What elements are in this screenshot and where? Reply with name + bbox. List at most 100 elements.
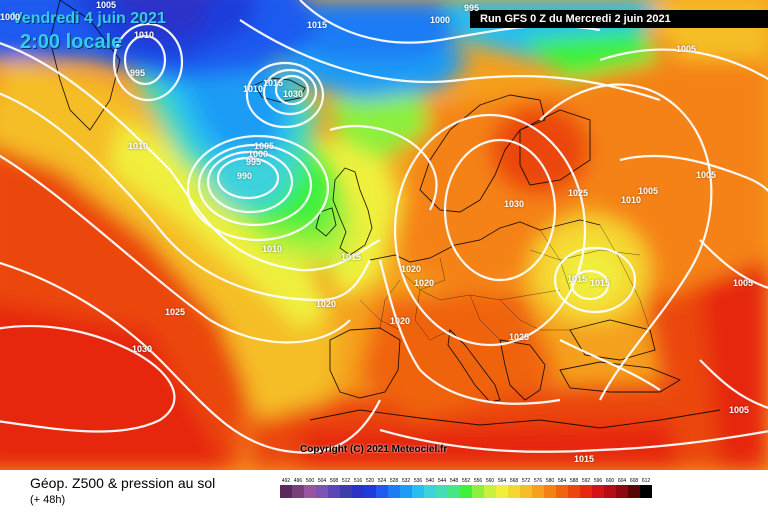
scale-label: 592 <box>581 478 591 484</box>
scale-swatch <box>532 485 544 498</box>
scale-swatch <box>544 485 556 498</box>
scale-label: 512 <box>341 478 351 484</box>
scale-label: 508 <box>329 478 339 484</box>
scale-label: 540 <box>425 478 435 484</box>
forecast-lead-time: (+ 48h) <box>30 494 66 506</box>
scale-swatch <box>592 485 604 498</box>
scale-label: 548 <box>449 478 459 484</box>
scale-step: 604 <box>616 478 628 498</box>
scale-label: 560 <box>485 478 495 484</box>
legend-footer: Géop. Z500 & pression au sol (+ 48h) 492… <box>0 470 768 512</box>
scale-label: 492 <box>281 478 291 484</box>
scale-step: 520 <box>364 478 376 498</box>
scale-step: 588 <box>568 478 580 498</box>
scale-step: 504 <box>316 478 328 498</box>
isobar-label: 1010 <box>621 195 642 205</box>
scale-step: 540 <box>424 478 436 498</box>
scale-swatch <box>448 485 460 498</box>
scale-swatch <box>508 485 520 498</box>
scale-step: 536 <box>412 478 424 498</box>
scale-step: 612 <box>640 478 652 498</box>
isobar-label: 1005 <box>696 170 717 180</box>
scale-swatch <box>568 485 580 498</box>
scale-swatch <box>604 485 616 498</box>
scale-label: 596 <box>593 478 603 484</box>
scale-swatch <box>400 485 412 498</box>
scale-swatch <box>352 485 364 498</box>
scale-swatch <box>472 485 484 498</box>
scale-step: 512 <box>340 478 352 498</box>
scale-label: 516 <box>353 478 363 484</box>
isobar-label: 1015 <box>263 78 284 88</box>
scale-label: 536 <box>413 478 423 484</box>
isobar-label: 1010 <box>262 244 283 254</box>
scale-swatch <box>340 485 352 498</box>
map-title: Géop. Z500 & pression au sol <box>30 475 216 491</box>
scale-step: 592 <box>580 478 592 498</box>
scale-label: 532 <box>401 478 411 484</box>
isobar-label: 1025 <box>165 307 186 317</box>
scale-step: 552 <box>460 478 472 498</box>
weather-map: Vendredi 4 juin 2021 2:00 locale Run GFS… <box>0 0 768 470</box>
scale-label: 600 <box>605 478 615 484</box>
scale-swatch <box>280 485 292 498</box>
scale-step: 492 <box>280 478 292 498</box>
scale-step: 608 <box>628 478 640 498</box>
scale-swatch <box>436 485 448 498</box>
scale-step: 568 <box>508 478 520 498</box>
scale-step: 496 <box>292 478 304 498</box>
scale-swatch <box>292 485 304 498</box>
isobar-label: 1015 <box>341 252 362 262</box>
isobar-label: 1025 <box>568 188 589 198</box>
isobar-label: 1025 <box>509 332 530 342</box>
scale-swatch <box>412 485 424 498</box>
scale-swatch <box>616 485 628 498</box>
scale-swatch <box>424 485 436 498</box>
scale-swatch <box>484 485 496 498</box>
scale-swatch <box>376 485 388 498</box>
isobar-label: 1020 <box>316 299 337 309</box>
scale-swatch <box>316 485 328 498</box>
run-info: Run GFS 0 Z du Mercredi 2 juin 2021 <box>470 10 768 28</box>
isobar-label: 1000 <box>430 15 451 25</box>
isobar-label: 1030 <box>504 199 525 209</box>
scale-label: 552 <box>461 478 471 484</box>
scale-label: 584 <box>557 478 567 484</box>
isobar-label: 1000 <box>248 149 269 159</box>
isobar-label: 1010 <box>128 141 149 151</box>
scale-label: 572 <box>521 478 531 484</box>
isobar-label: 995 <box>464 3 480 13</box>
scale-step: 532 <box>400 478 412 498</box>
isobar-label: 1005 <box>254 141 275 151</box>
isobar-label: 1000 <box>0 12 21 22</box>
forecast-date: Vendredi 4 juin 2021 <box>12 10 166 27</box>
scale-label: 564 <box>497 478 507 484</box>
scale-step: 560 <box>484 478 496 498</box>
isobar-label: 1015 <box>567 274 588 284</box>
scale-label: 608 <box>629 478 639 484</box>
isobar-label: 1010 <box>134 30 155 40</box>
scale-step: 576 <box>532 478 544 498</box>
scale-step: 524 <box>376 478 388 498</box>
scale-swatch <box>580 485 592 498</box>
scale-swatch <box>556 485 568 498</box>
isobar-label: 995 <box>246 157 262 167</box>
isobar-label: 1020 <box>390 316 411 326</box>
scale-step: 564 <box>496 478 508 498</box>
scale-label: 556 <box>473 478 483 484</box>
isobar-label: 1010 <box>243 84 264 94</box>
scale-swatch <box>520 485 532 498</box>
scale-step: 500 <box>304 478 316 498</box>
scale-swatch <box>628 485 640 498</box>
geopotential-field <box>0 0 768 470</box>
scale-label: 576 <box>533 478 543 484</box>
scale-step: 556 <box>472 478 484 498</box>
scale-label: 520 <box>365 478 375 484</box>
isobar-label: 1005 <box>729 405 750 415</box>
scale-step: 580 <box>544 478 556 498</box>
scale-label: 500 <box>305 478 315 484</box>
scale-swatch <box>388 485 400 498</box>
scale-step: 528 <box>388 478 400 498</box>
color-scale: 492 496 500 504 508 512 516 520 524 528 532 536 540 5… <box>280 478 652 498</box>
scale-swatch <box>460 485 472 498</box>
